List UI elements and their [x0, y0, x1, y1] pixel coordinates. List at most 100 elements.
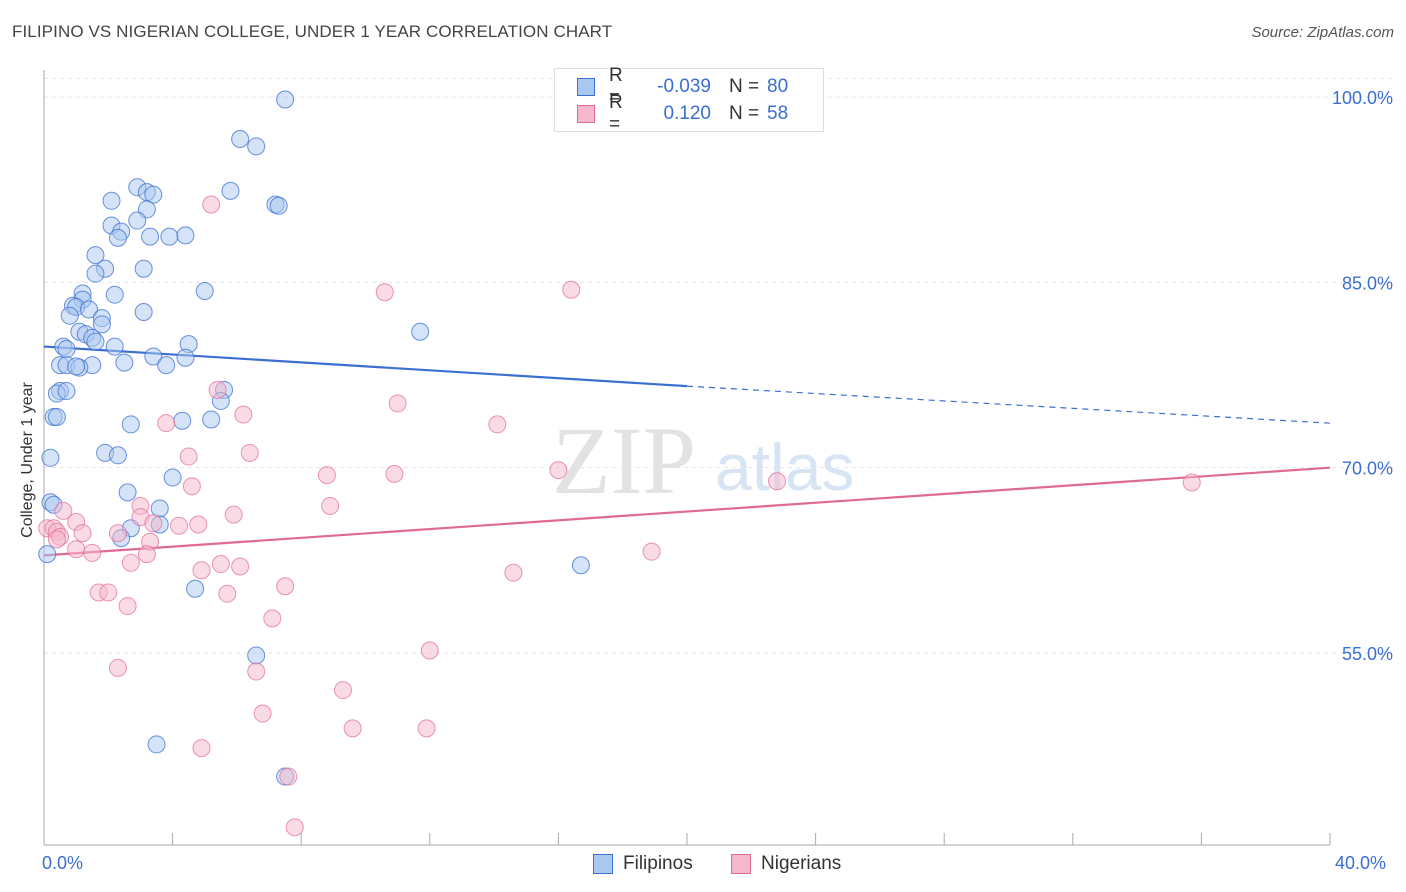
- nigerian-point: [99, 583, 118, 602]
- watermark: ZIP atlas: [552, 407, 854, 514]
- filipino-point: [160, 227, 179, 246]
- filipino-point: [105, 285, 124, 304]
- y-axis-title: College, Under 1 year: [19, 382, 36, 538]
- nigerians-trend-line: [43, 466, 1331, 557]
- nigerian-point: [182, 477, 201, 496]
- filipino-point: [147, 735, 166, 754]
- filipino-point: [269, 196, 288, 215]
- filipino-point: [247, 646, 266, 665]
- filipino-point: [195, 281, 214, 300]
- filipino-point: [134, 259, 153, 278]
- filipino-point: [60, 306, 79, 325]
- nigerian-point: [1182, 473, 1201, 492]
- nigerian-point: [189, 515, 208, 534]
- nigerian-point: [488, 415, 507, 434]
- nigerian-point: [157, 414, 176, 433]
- nigerian-point: [179, 447, 198, 466]
- legend-row-nigerians: R = 0.120 N = 58: [555, 92, 788, 135]
- filipino-point: [144, 185, 163, 204]
- nigerian-point: [285, 818, 304, 837]
- filipino-point: [157, 356, 176, 375]
- filipino-point: [141, 227, 160, 246]
- filipino-point: [231, 130, 250, 149]
- watermark-atlas: atlas: [715, 430, 854, 504]
- r-label: R =: [609, 65, 623, 108]
- source-label: Source: ZipAtlas.com: [1251, 24, 1394, 41]
- stats-legend: R = -0.039 N = 80 R = 0.120 N = 58: [554, 65, 824, 135]
- filipinos-n-value: 80: [767, 76, 789, 97]
- filipino-point: [108, 446, 127, 465]
- filipinos-trend-line: [43, 345, 688, 388]
- nigerian-point: [118, 597, 137, 616]
- y-tick-label: 100.0%: [1332, 88, 1393, 108]
- nigerian-point: [317, 466, 336, 485]
- nigerian-point: [73, 524, 92, 543]
- n-label: N =: [729, 76, 760, 97]
- filipino-point: [163, 468, 182, 487]
- filipino-point: [108, 228, 127, 247]
- nigerian-point: [417, 719, 436, 738]
- filipino-point: [276, 90, 295, 109]
- nigerian-point: [279, 767, 298, 786]
- nigerian-point: [549, 461, 568, 480]
- filipino-point: [57, 382, 76, 401]
- nigerian-point: [247, 662, 266, 681]
- nigerian-point: [192, 561, 211, 580]
- nigerian-point: [108, 658, 127, 677]
- nigerian-point: [231, 557, 250, 576]
- nigerians-legend-label: Nigerians: [761, 853, 842, 874]
- nigerian-point: [375, 283, 394, 302]
- nigerian-point: [240, 443, 259, 462]
- chart-title: FILIPINO VS NIGERIAN COLLEGE, UNDER 1 YE…: [12, 22, 613, 41]
- filipino-point: [38, 545, 57, 564]
- nigerian-point: [211, 555, 230, 574]
- nigerian-point: [170, 516, 189, 535]
- nigerian-point: [504, 563, 523, 582]
- legend-row-filipinos: R = -0.039 N = 80: [555, 65, 789, 108]
- nigerian-point: [54, 501, 73, 520]
- filipinos-legend-label: Filipinos: [623, 853, 693, 874]
- nigerian-point: [144, 514, 163, 533]
- filipino-point: [173, 411, 192, 430]
- filipino-point: [80, 300, 99, 319]
- nigerian-point: [234, 405, 253, 424]
- x-axis-max-label: 40.0%: [1335, 853, 1387, 873]
- filipino-point: [247, 137, 266, 156]
- filipino-point: [571, 556, 590, 575]
- filipino-point: [176, 348, 195, 367]
- nigerian-point: [321, 496, 340, 515]
- filipino-point: [176, 226, 195, 245]
- filipino-point: [144, 347, 163, 366]
- filipino-point: [92, 315, 111, 334]
- y-tick-labels: 100.0% 85.0% 70.0% 55.0%: [1332, 88, 1393, 664]
- filipino-point: [86, 264, 105, 283]
- filipino-point: [47, 408, 66, 427]
- filipinos-legend-swatch: [593, 854, 613, 874]
- nigerian-point: [276, 577, 295, 596]
- nigerian-point: [202, 195, 221, 214]
- nigerian-point: [224, 505, 243, 524]
- nigerian-point: [385, 464, 404, 483]
- filipino-point: [41, 448, 60, 467]
- y-tick-label: 55.0%: [1342, 644, 1393, 664]
- nigerian-point: [343, 719, 362, 738]
- nigerians-swatch: [577, 105, 595, 123]
- nigerian-point: [253, 704, 272, 723]
- filipino-point: [202, 410, 221, 429]
- nigerian-point: [562, 280, 581, 299]
- filipino-point: [86, 246, 105, 265]
- filipino-point: [105, 337, 124, 356]
- filipino-point: [102, 191, 121, 210]
- legend-item-filipinos: Filipinos: [593, 853, 693, 875]
- filipino-point: [118, 483, 137, 502]
- filipinos-swatch: [577, 78, 595, 96]
- nigerian-point: [420, 641, 439, 660]
- filipino-point: [57, 340, 76, 359]
- filipino-point: [411, 322, 430, 341]
- filipino-point: [134, 302, 153, 321]
- filipino-point: [86, 332, 105, 351]
- y-tick-label: 85.0%: [1342, 273, 1393, 293]
- nigerians-r-value: 0.120: [663, 103, 711, 124]
- nigerian-point: [263, 609, 282, 628]
